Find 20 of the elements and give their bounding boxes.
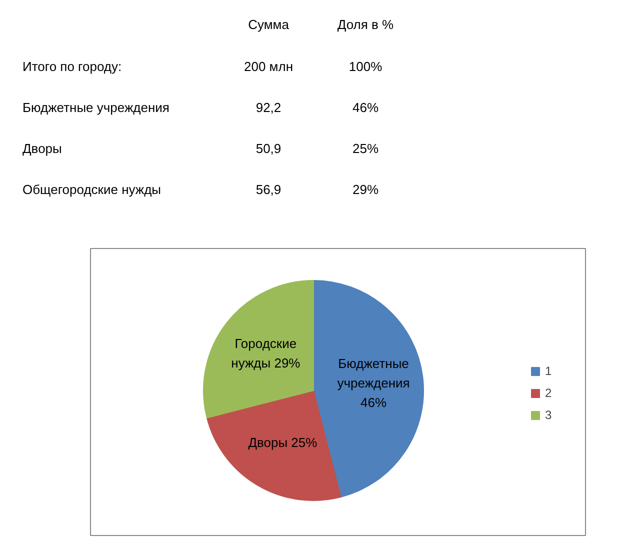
text: Сумма: [248, 17, 290, 32]
text: 46%: [352, 100, 379, 115]
text: 25%: [352, 141, 379, 156]
text: Доля в %: [337, 17, 394, 32]
text: 92,2: [256, 100, 282, 115]
text: 200 млн: [244, 59, 294, 74]
text: 29%: [352, 182, 379, 197]
legend-label: 1: [545, 364, 553, 378]
text: Итого по городу:: [22, 59, 122, 74]
text: 50,9: [256, 141, 282, 156]
text: Бюджетные учреждения: [22, 100, 170, 115]
text: Дворы: [22, 141, 62, 156]
data-label: Бюджетные учреждения 46%: [337, 356, 410, 410]
legend-label: 2: [545, 386, 553, 400]
data-label: Городские нужды 29%: [231, 336, 301, 371]
legend-label: 3: [545, 408, 553, 422]
text: 100%: [348, 59, 383, 74]
text: Общегородские нужды: [22, 182, 162, 197]
data-label: Дворы 25%: [248, 435, 318, 450]
text: 56,9: [256, 182, 282, 197]
